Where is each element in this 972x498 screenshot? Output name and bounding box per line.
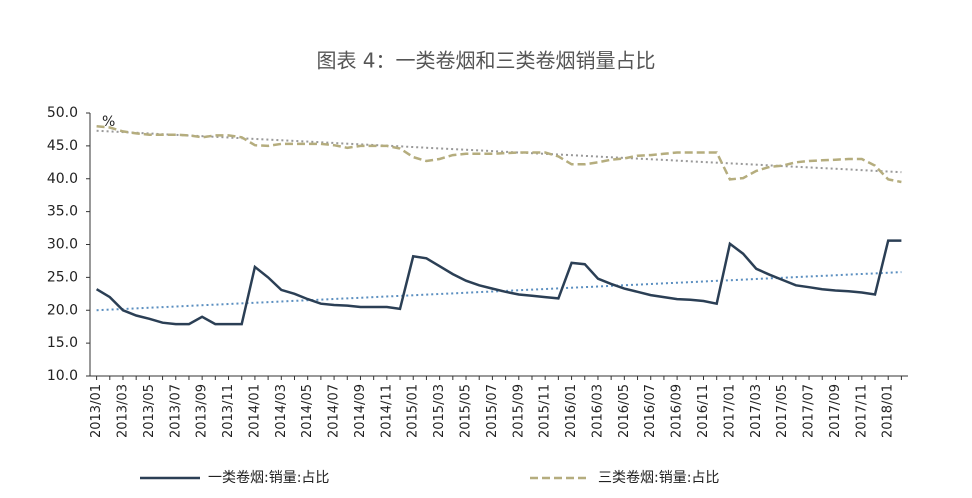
x-tick-label: 2013/01 (89, 384, 104, 438)
y-tick-label: 15.0 (47, 335, 78, 351)
y-tick-label: 10.0 (47, 368, 78, 384)
x-tick-label: 2016/07 (643, 384, 658, 438)
series-line (95, 239, 902, 326)
x-tick-label: 2016/05 (617, 384, 632, 438)
x-tick-label: 2016/03 (590, 384, 605, 438)
x-tick-label: 2013/03 (115, 384, 130, 438)
y-tick-label: 25.0 (47, 269, 78, 285)
x-tick-label: 2017/07 (802, 384, 817, 438)
x-tick-label: 2015/07 (485, 384, 500, 438)
y-unit: % (102, 114, 115, 130)
x-tick-label: 2013/09 (195, 384, 210, 438)
trendline (96, 129, 902, 174)
x-tick-label: 2015/09 (511, 384, 526, 438)
x-tick-label: 2015/03 (432, 384, 447, 438)
x-tick-label: 2015/11 (538, 384, 553, 438)
y-tick-label: 30.0 (47, 237, 78, 253)
x-tick-label: 2017/01 (722, 384, 737, 438)
x-tick-label: 2017/09 (828, 384, 843, 438)
x-tick-label: 2014/09 (353, 384, 368, 438)
x-tick-label: 2014/11 (379, 384, 394, 438)
y-tick-label: 45.0 (47, 138, 78, 154)
y-tick-label: 40.0 (47, 171, 78, 187)
trendline (96, 271, 902, 312)
x-tick-label: 2016/01 (564, 384, 579, 438)
y-tick-label: 50.0 (47, 105, 78, 121)
x-tick-label: 2017/03 (749, 384, 764, 438)
chart-title: 图表 4：一类卷烟和三类卷烟销量占比 (316, 49, 655, 73)
x-tick-label: 2014/07 (327, 384, 342, 438)
x-tick-label: 2016/09 (670, 384, 685, 438)
x-tick-label: 2013/11 (221, 384, 236, 438)
x-tick-label: 2013/05 (142, 384, 157, 438)
legend-label: 三类卷烟:销量:占比 (598, 470, 719, 486)
x-tick-label: 2014/01 (247, 384, 262, 438)
y-tick-label: 35.0 (47, 204, 78, 220)
x-tick-label: 2016/11 (696, 384, 711, 438)
x-tick-label: 2017/05 (775, 384, 790, 438)
x-tick-label: 2015/05 (459, 384, 474, 438)
x-tick-label: 2014/03 (274, 384, 289, 438)
x-tick-label: 2015/01 (406, 384, 421, 438)
legend-label: 一类卷烟:销量:占比 (208, 470, 329, 486)
x-tick-label: 2013/07 (168, 384, 183, 438)
x-tick-label: 2018/01 (881, 384, 896, 438)
y-tick-label: 20.0 (47, 302, 78, 318)
x-tick-label: 2014/05 (300, 384, 315, 438)
x-tick-label: 2017/11 (854, 384, 869, 438)
series-line (96, 124, 902, 184)
